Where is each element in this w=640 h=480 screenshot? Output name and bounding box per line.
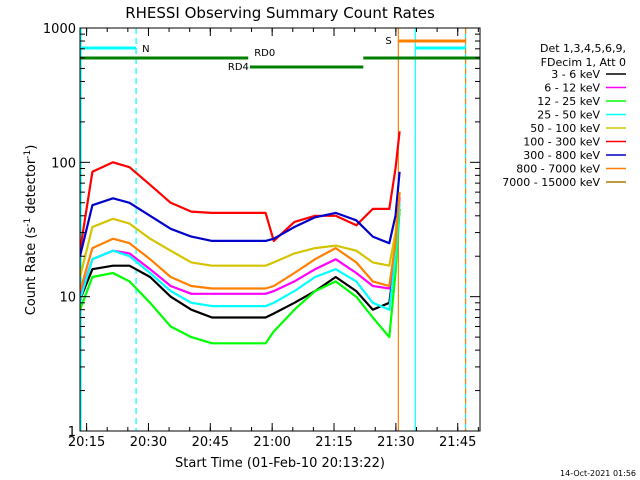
series-line — [80, 208, 401, 345]
flag-label: S — [385, 36, 391, 47]
y-tick-label: 10 — [59, 291, 76, 306]
series-line — [80, 171, 401, 257]
x-axis-label: Start Time (01-Feb-10 20:13:22) — [175, 456, 385, 471]
series-line — [80, 197, 401, 298]
x-tick-label: 21:15 — [315, 435, 352, 450]
x-tick-label: 20:30 — [130, 435, 167, 450]
legend: Det 1,3,4,5,6,9, FDecim 1, Att 0 3 - 6 k… — [502, 42, 626, 189]
x-tick-label: 20:45 — [192, 435, 229, 450]
series-line — [80, 192, 401, 292]
flag-label: N — [142, 44, 149, 55]
legend-label: 100 - 300 keV — [523, 136, 600, 149]
x-tick-label: 21:00 — [253, 435, 290, 450]
legend-header-1: Det 1,3,4,5,6,9, — [540, 42, 626, 55]
series-layer — [80, 131, 401, 345]
legend-label: 50 - 100 keV — [530, 122, 600, 135]
legend-label: 6 - 12 keV — [544, 82, 600, 95]
plot-frame — [79, 27, 481, 432]
legend-label: 12 - 25 keV — [537, 95, 600, 108]
legend-label: 800 - 7000 keV — [516, 163, 600, 176]
flag-label: RD0 — [254, 48, 275, 59]
chart-title: RHESSI Observing Summary Count Rates — [125, 4, 435, 22]
y-axis-ticks: 1 10 100 1000 — [43, 22, 480, 440]
legend-label: 7000 - 15000 keV — [502, 176, 600, 189]
timestamp: 14-Oct-2021 01:56 — [560, 469, 636, 478]
y-tick-label: 100 — [51, 156, 76, 171]
x-tick-label: 20:15 — [68, 435, 105, 450]
x-axis-ticks: 20:15 20:30 20:45 21:00 21:15 21:30 21:45 — [68, 28, 479, 450]
legend-label: 25 - 50 keV — [537, 109, 600, 122]
state-flags: N RD0 RD4 S — [80, 36, 480, 73]
series-line — [80, 131, 401, 251]
legend-label: 3 - 6 keV — [551, 68, 600, 81]
series-line — [80, 191, 401, 278]
legend-label: 300 - 800 keV — [523, 149, 600, 162]
flag-label: RD4 — [228, 62, 249, 73]
x-tick-label: 21:45 — [439, 435, 476, 450]
series-line — [80, 202, 401, 311]
series-line — [80, 208, 401, 319]
y-tick-label: 1 — [68, 425, 76, 440]
y-tick-label: 1000 — [43, 22, 76, 37]
y-axis-label: Count Rate (s-1 detector-1) — [23, 145, 39, 316]
x-tick-label: 21:30 — [377, 435, 414, 450]
legend-header-2: FDecim 1, Att 0 — [541, 56, 626, 69]
